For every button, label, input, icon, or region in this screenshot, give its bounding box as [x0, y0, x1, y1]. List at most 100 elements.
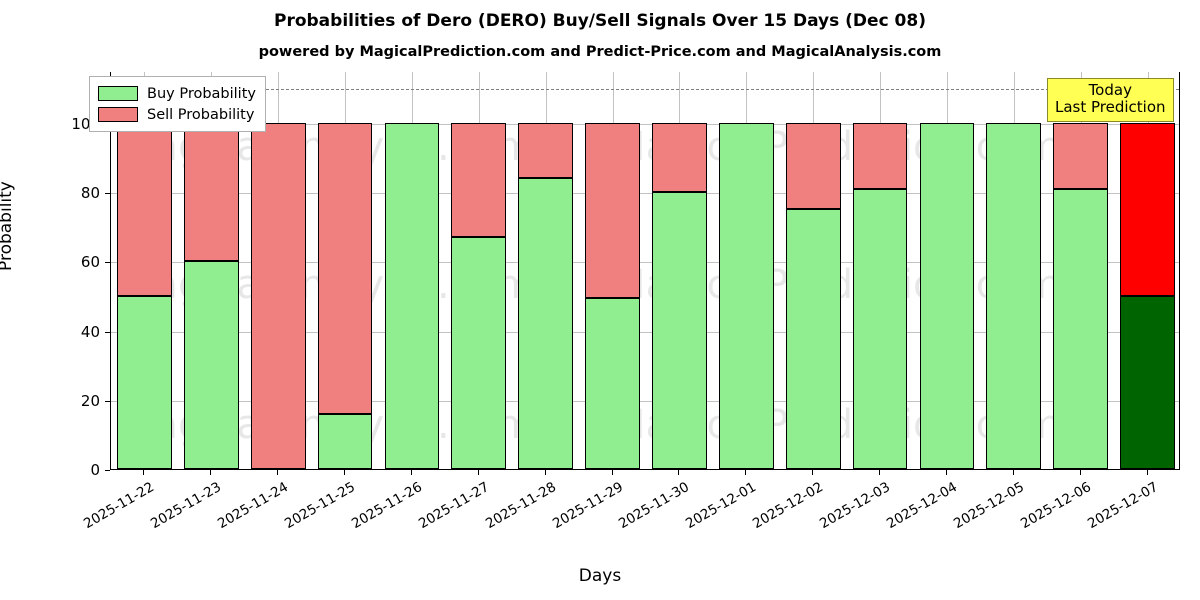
- x-axis-label: Days: [578, 566, 622, 586]
- bar-group[interactable]: [1053, 71, 1109, 469]
- x-axis-tick-label: 2025-12-06: [1017, 479, 1094, 533]
- y-axis-label: Probability: [0, 181, 16, 271]
- chart-legend: Buy Probability Sell Probability: [89, 76, 266, 132]
- x-axis-tick-label: 2025-11-28: [482, 479, 559, 533]
- bar-segment-sell[interactable]: [585, 122, 640, 298]
- bar-group-today[interactable]: [1120, 71, 1175, 469]
- legend-swatch-sell: [98, 107, 138, 122]
- y-axis-tick-label: 60: [80, 253, 100, 272]
- x-axis-tick: [812, 470, 814, 475]
- bar-segment-buy[interactable]: [117, 295, 172, 469]
- today-annotation: Today Last Prediction: [1047, 78, 1174, 122]
- threshold-dashed-line: [111, 89, 1179, 91]
- bar-segment-sell[interactable]: [317, 122, 373, 414]
- y-axis-tick: [105, 470, 110, 471]
- x-axis-tick: [1012, 470, 1014, 475]
- bar-segment-sell[interactable]: [652, 122, 707, 193]
- x-axis-tick-label: 2025-11-27: [415, 479, 492, 533]
- x-axis-tick-label: 2025-11-30: [616, 479, 693, 533]
- x-axis-tick: [477, 470, 479, 475]
- x-axis-tick: [1079, 470, 1081, 475]
- bar-segment-sell[interactable]: [1120, 122, 1175, 296]
- bar-segment-sell[interactable]: [117, 122, 172, 296]
- bar-segment-sell[interactable]: [1053, 122, 1109, 189]
- bar-segment-buy[interactable]: [852, 188, 908, 469]
- legend-swatch-buy: [98, 86, 138, 101]
- bar-segment-sell[interactable]: [785, 122, 841, 210]
- x-axis-tick: [544, 470, 546, 475]
- x-axis-tick: [1146, 470, 1148, 475]
- bar-segment-buy[interactable]: [785, 209, 841, 469]
- bar-segment-buy[interactable]: [718, 122, 774, 469]
- x-axis-tick-label: 2025-11-29: [549, 479, 626, 533]
- bar-group[interactable]: [117, 71, 172, 469]
- x-axis-tick-label: 2025-11-22: [81, 479, 158, 533]
- x-axis-tick: [611, 470, 613, 475]
- chart-subtitle: powered by MagicalPrediction.com and Pre…: [258, 44, 942, 60]
- x-axis-tick-label: 2025-12-02: [750, 479, 827, 533]
- bar-segment-sell[interactable]: [518, 122, 574, 179]
- legend-label-buy: Buy Probability: [147, 85, 256, 102]
- bar-group[interactable]: [451, 71, 507, 469]
- bar-group[interactable]: [785, 71, 841, 469]
- bar-group[interactable]: [652, 71, 707, 469]
- bar-segment-buy[interactable]: [919, 122, 975, 469]
- x-axis-tick-label: 2025-12-05: [950, 479, 1027, 533]
- x-axis-tick: [143, 470, 145, 475]
- bar-segment-buy[interactable]: [652, 192, 707, 469]
- x-axis-tick-label: 2025-12-07: [1084, 479, 1161, 533]
- bar-group[interactable]: [384, 71, 440, 469]
- bar-segment-sell[interactable]: [852, 122, 908, 189]
- bar-segment-buy[interactable]: [986, 122, 1042, 469]
- x-axis-tick-label: 2025-12-01: [683, 479, 760, 533]
- bar-segment-buy[interactable]: [317, 413, 373, 469]
- x-axis-tick: [410, 470, 412, 475]
- x-axis-tick: [210, 470, 212, 475]
- y-axis-tick-label: 20: [80, 391, 100, 410]
- x-axis-tick-label: 2025-12-03: [817, 479, 894, 533]
- x-axis-tick-label: 2025-11-25: [282, 479, 359, 533]
- x-axis-tick: [945, 470, 947, 475]
- legend-item-buy: Buy Probability: [98, 83, 256, 104]
- y-axis-tick: [105, 193, 110, 195]
- bar-segment-buy[interactable]: [585, 297, 640, 469]
- today-annotation-line1: Today: [1088, 81, 1132, 99]
- bar-segment-buy[interactable]: [1053, 188, 1109, 469]
- bar-group[interactable]: [250, 71, 306, 469]
- legend-label-sell: Sell Probability: [147, 106, 255, 123]
- bar-group[interactable]: [986, 71, 1042, 469]
- bar-segment-buy[interactable]: [384, 122, 440, 469]
- plot-area: MagicalAnalysis.comMagicalPrediction.com…: [110, 72, 1180, 470]
- bar-group[interactable]: [852, 71, 908, 469]
- y-axis-tick-label: 40: [80, 322, 100, 341]
- x-axis-tick-label: 2025-11-24: [215, 479, 292, 533]
- bar-segment-buy[interactable]: [451, 237, 507, 469]
- x-axis-tick: [745, 470, 747, 475]
- bar-group[interactable]: [317, 71, 373, 469]
- bar-segment-buy[interactable]: [183, 261, 239, 469]
- x-axis-tick: [879, 470, 881, 475]
- x-axis-tick: [344, 470, 346, 475]
- bar-segment-buy[interactable]: [1120, 295, 1175, 469]
- gridline-horizontal: [111, 331, 1179, 333]
- gridline-horizontal: [111, 262, 1179, 264]
- y-axis-tick: [105, 262, 110, 264]
- bar-segment-buy[interactable]: [518, 178, 574, 469]
- y-axis-tick-label: 80: [80, 184, 100, 203]
- bar-group[interactable]: [718, 71, 774, 469]
- bar-segment-sell[interactable]: [250, 122, 306, 469]
- bar-segment-sell[interactable]: [451, 122, 507, 238]
- y-axis-tick: [105, 331, 110, 333]
- bar-group[interactable]: [585, 71, 640, 469]
- bar-group[interactable]: [919, 71, 975, 469]
- y-axis-tick: [105, 400, 110, 402]
- bar-group[interactable]: [183, 71, 239, 469]
- y-axis-tick-label: 0: [90, 461, 100, 479]
- x-axis-tick-label: 2025-12-04: [883, 479, 960, 533]
- x-axis-tick: [277, 470, 279, 475]
- bar-group[interactable]: [518, 71, 574, 469]
- page-title: Probabilities of Dero (DERO) Buy/Sell Si…: [273, 11, 926, 31]
- bar-segment-sell[interactable]: [183, 122, 239, 262]
- gridline-horizontal: [111, 123, 1179, 125]
